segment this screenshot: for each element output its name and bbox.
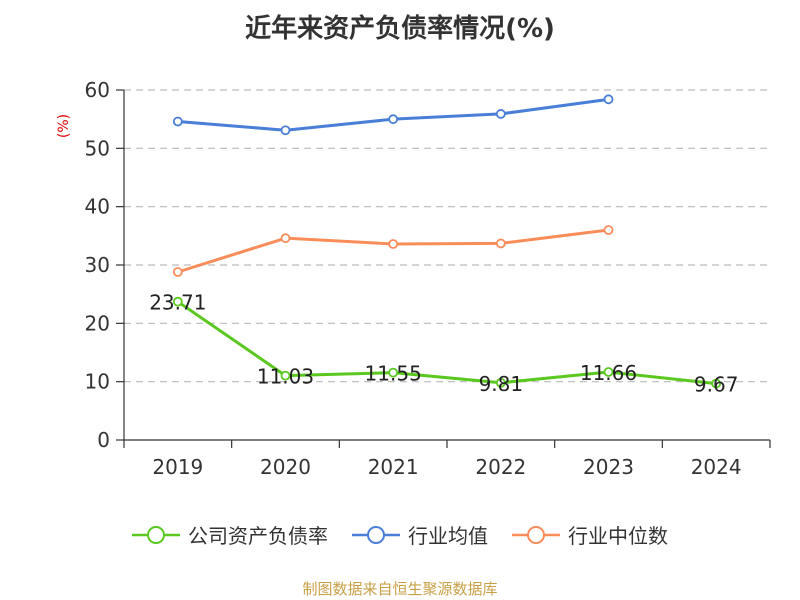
x-tick-label: 2021 [368, 455, 419, 479]
y-axis-label: (%) [56, 114, 72, 138]
x-tick-label: 2024 [691, 455, 742, 479]
data-label: 9.67 [694, 373, 739, 397]
legend-label-industry-mean: 行业均值 [408, 524, 488, 548]
data-point [388, 114, 399, 125]
data-point [280, 125, 291, 136]
data-labels: 23.71 11.03 11.55 9.81 11.66 9.67 [149, 291, 738, 397]
data-point [172, 267, 183, 277]
x-tick-label: 2020 [260, 455, 311, 479]
data-point [388, 239, 399, 249]
y-tick-label: 30 [85, 253, 110, 277]
x-tick-labels: 2019 2020 2021 2022 2023 2024 [152, 455, 741, 479]
x-tick-label: 2019 [152, 455, 203, 479]
series-line-0 [176, 300, 717, 386]
legend-swatch-industry-mean [352, 525, 400, 544]
data-point [495, 238, 506, 249]
source-note: 制图数据来自恒生聚源数据库 [302, 580, 498, 598]
legend-label-industry-median: 行业中位数 [568, 524, 668, 548]
legend-item-industry-median[interactable]: 行业中位数 [512, 520, 668, 549]
data-point [172, 116, 183, 127]
legend-swatch-company [132, 525, 180, 544]
data-label: 11.03 [257, 365, 314, 389]
x-tick-label: 2023 [583, 455, 634, 479]
y-tick-label: 50 [85, 136, 110, 160]
data-point [495, 377, 506, 388]
data-point [711, 378, 722, 389]
data-point [172, 296, 183, 307]
data-point [495, 109, 506, 119]
legend-item-industry-mean[interactable]: 行业均值 [352, 520, 488, 549]
series-lines [172, 94, 722, 389]
y-tick-label: 0 [97, 428, 110, 452]
data-label: 11.66 [580, 361, 637, 385]
legend: 公司资产负债率 行业均值 行业中位数 [0, 520, 800, 549]
y-tick-label: 40 [85, 195, 110, 219]
data-point [280, 233, 291, 244]
axes [116, 89, 771, 448]
data-point [603, 225, 614, 235]
legend-label-company: 公司资产负债率 [188, 524, 328, 548]
data-label: 9.81 [479, 372, 524, 396]
chart-title: 近年来资产负债率情况(%) [245, 14, 555, 44]
data-point [280, 370, 291, 381]
series-line-2 [177, 228, 609, 274]
y-tick-labels: 0 10 20 30 40 50 60 [85, 78, 110, 452]
legend-item-company[interactable]: 公司资产负债率 [132, 520, 328, 549]
data-point [603, 94, 614, 105]
data-label: 23.71 [149, 291, 206, 315]
data-point [388, 367, 399, 378]
data-label: 11.55 [365, 362, 422, 386]
grid-lines [124, 89, 770, 383]
y-tick-label: 60 [85, 78, 110, 102]
x-tick-label: 2022 [475, 455, 526, 479]
y-tick-label: 20 [85, 311, 110, 335]
y-tick-label: 10 [85, 370, 110, 394]
legend-swatch-industry-median [512, 525, 560, 544]
data-point [603, 367, 614, 377]
